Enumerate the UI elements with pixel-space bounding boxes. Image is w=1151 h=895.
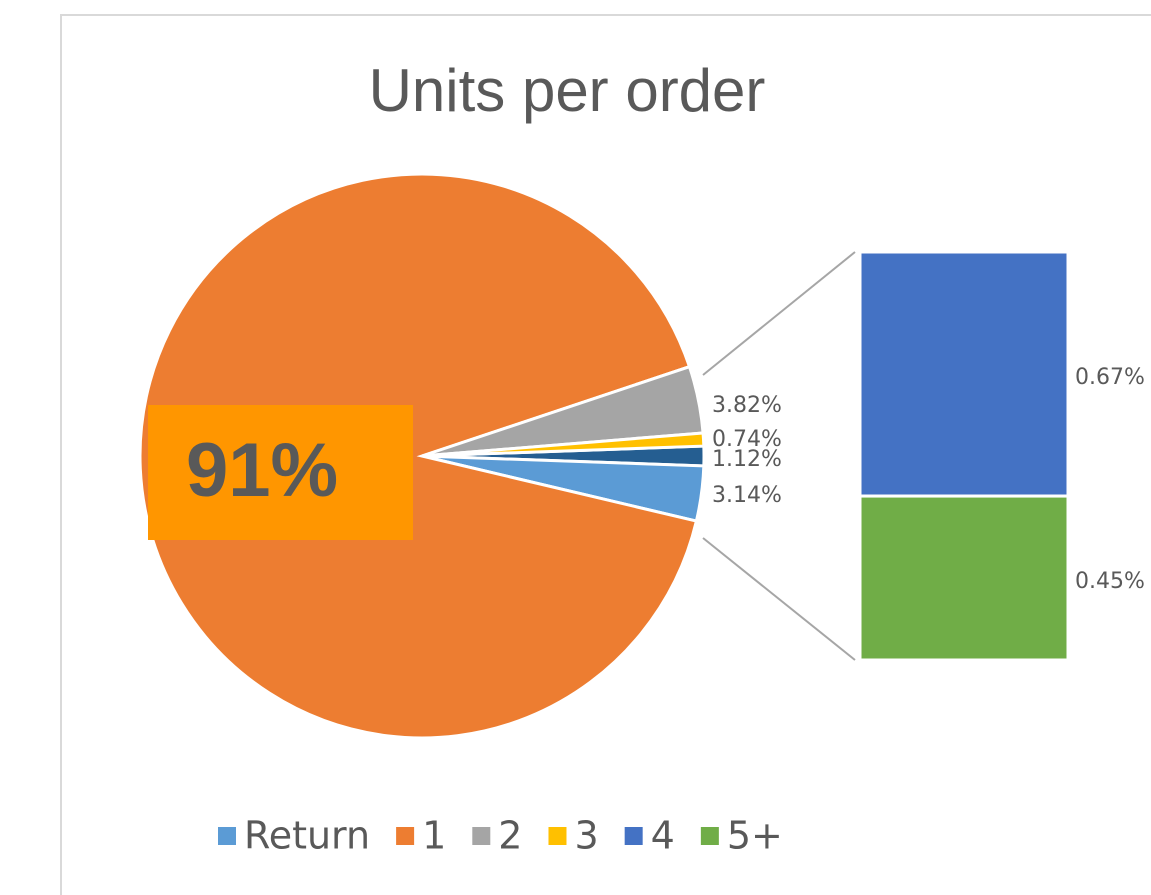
legend-label: 3	[574, 814, 598, 858]
data-label: 0.45%	[1075, 569, 1145, 594]
legend-label: 4	[651, 814, 675, 858]
data-label: 3.14%	[712, 483, 782, 508]
legend-label: 5+	[727, 814, 783, 858]
legend-swatch	[472, 827, 491, 845]
pie-slice	[421, 431, 706, 458]
data-label: 1.12%	[712, 447, 782, 472]
data-label: 0.74%	[712, 427, 782, 452]
legend-label: 2	[498, 814, 522, 858]
legend-label: Return	[244, 814, 370, 858]
chart-title: Units per order	[369, 57, 766, 124]
data-label: 3.82%	[712, 393, 782, 418]
big-label-box	[148, 405, 413, 540]
legend-label: 1	[422, 814, 446, 858]
bar-segment	[858, 250, 1070, 498]
legend-swatch	[700, 827, 719, 845]
legend-swatch	[548, 827, 567, 845]
legend-swatch	[218, 827, 236, 845]
data-label: 0.67%	[1075, 365, 1145, 390]
pie-slice	[138, 172, 699, 740]
connector-line	[702, 251, 856, 376]
data-label: 91%	[186, 428, 338, 513]
legend-swatch	[624, 827, 643, 845]
bar-segment	[858, 494, 1070, 662]
connector-line	[702, 537, 856, 661]
legend-swatch	[396, 827, 415, 845]
